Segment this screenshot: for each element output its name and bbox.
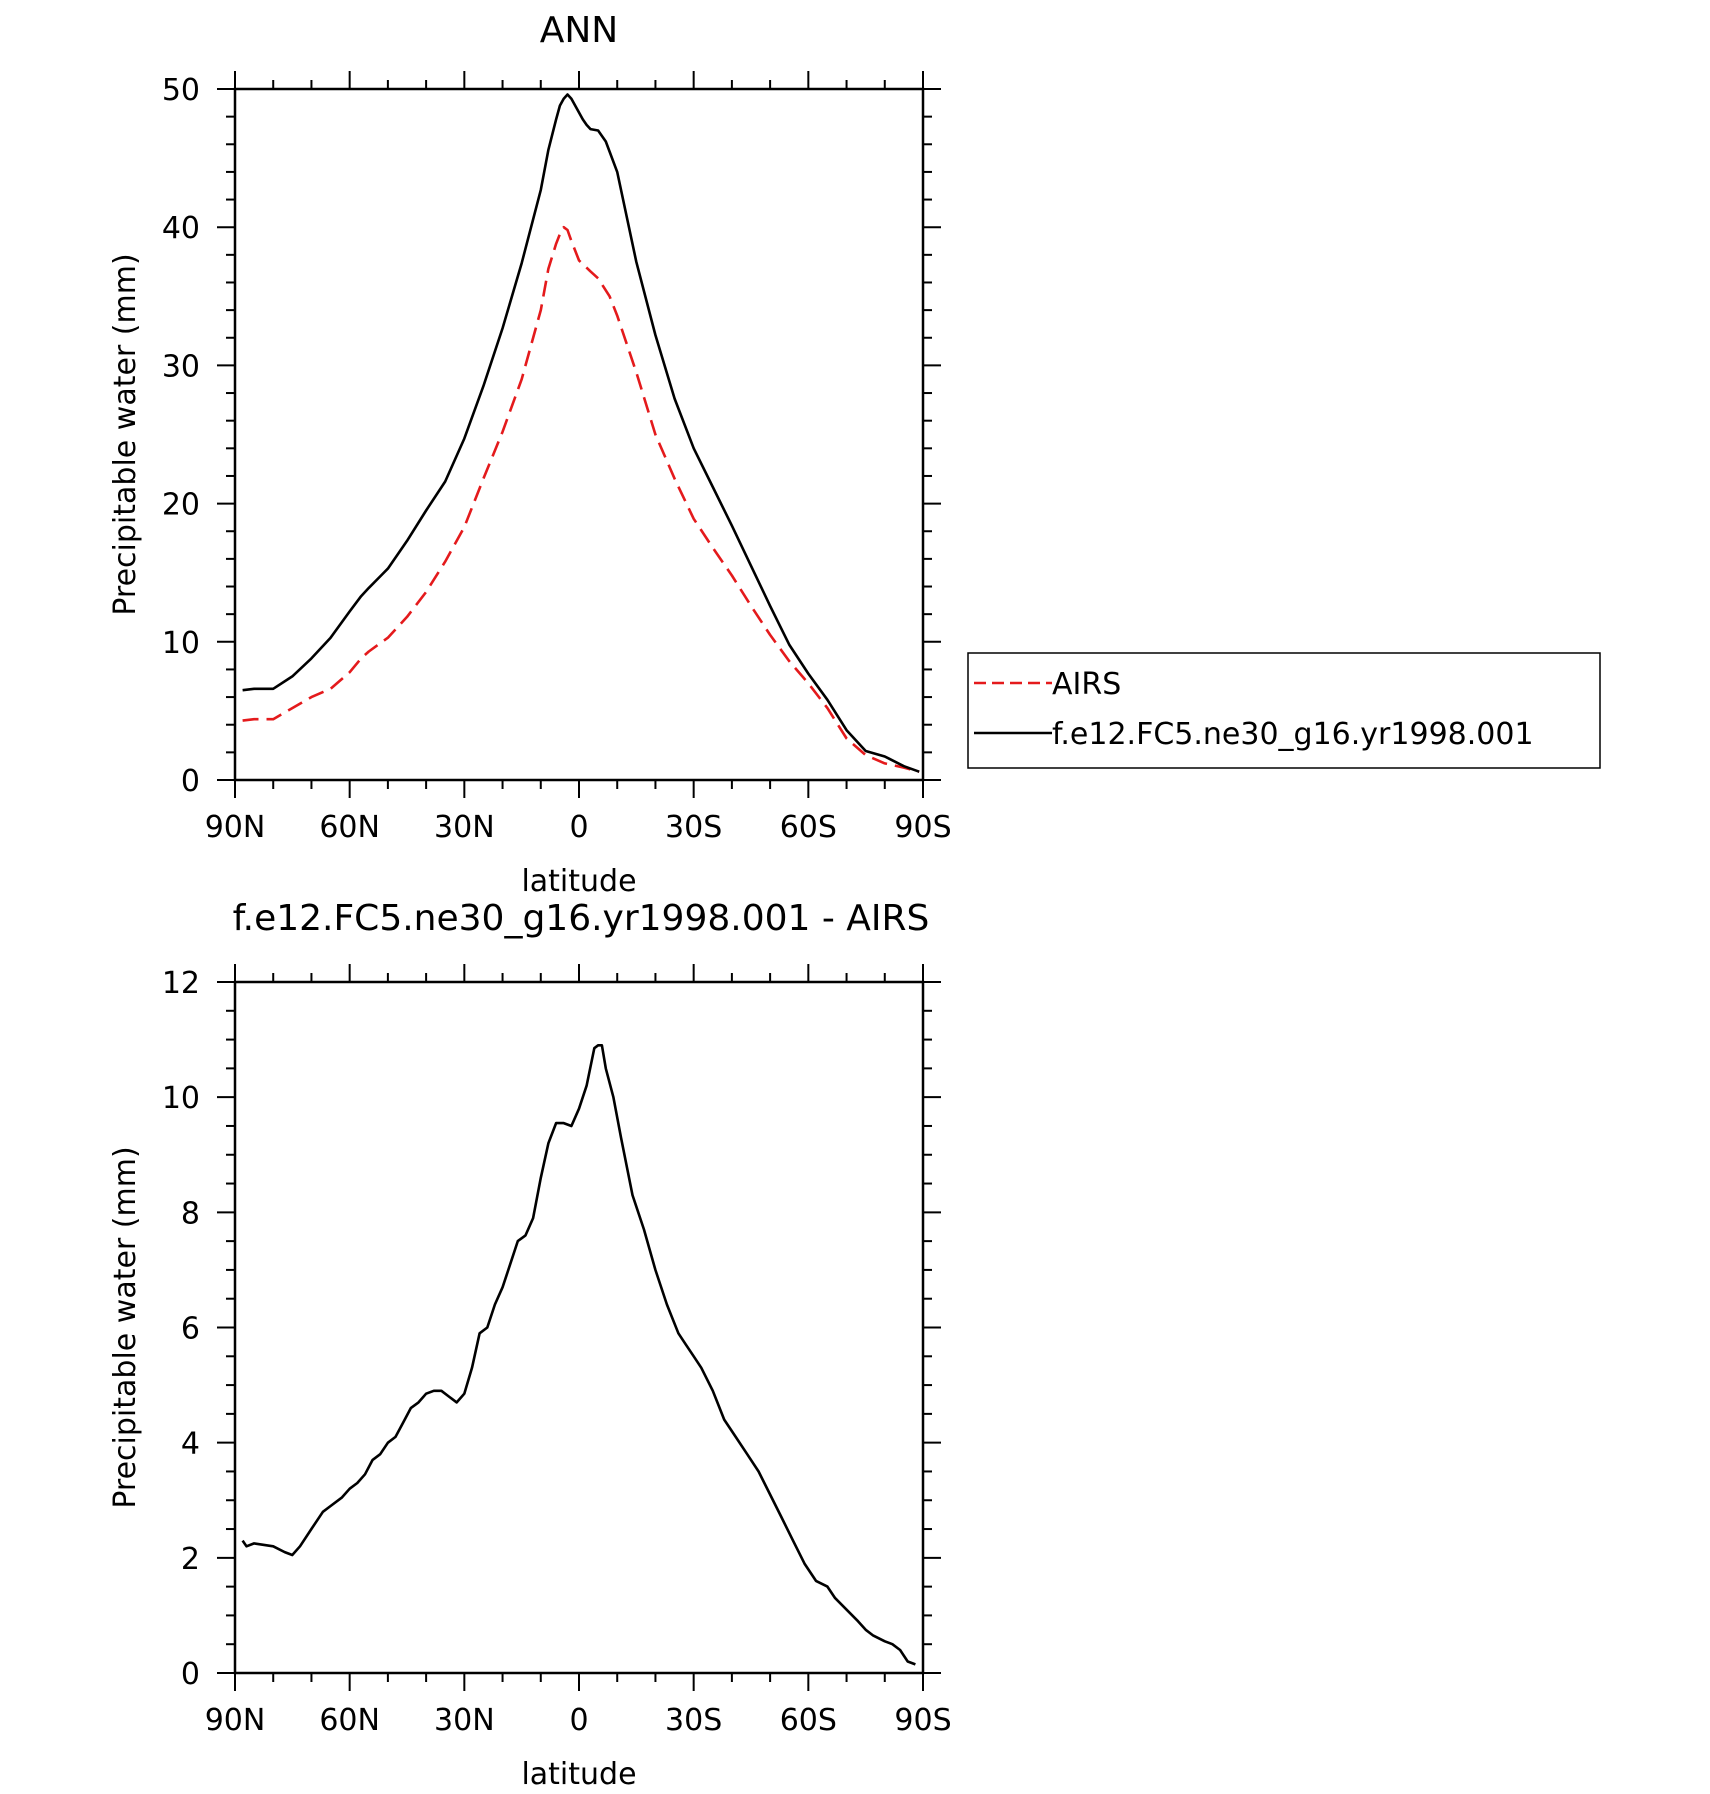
y-tick-label: 12	[162, 966, 200, 1001]
plot-frame	[233, 87, 925, 782]
series-line-model	[241, 1044, 916, 1666]
legend-label: f.e12.FC5.ne30_g16.yr1998.001	[1052, 717, 1534, 752]
series-line-airs	[242, 225, 920, 773]
y-tick-label: 20	[162, 488, 200, 523]
y-tick-label: 0	[181, 1657, 200, 1692]
y-tick-label: 10	[162, 626, 200, 661]
chart-title: f.e12.FC5.ne30_g16.yr1998.001 - AIRS	[233, 898, 930, 939]
x-tick-label: 90S	[894, 810, 951, 845]
y-tick-label: 6	[181, 1312, 200, 1347]
y-tick-label: 0	[181, 764, 200, 799]
y-tick-label: 40	[162, 211, 200, 246]
legend-label: AIRS	[1052, 667, 1121, 702]
top-chart-annual-mean: ANN 0 10 20 30 40 50 90N 60N 30N 0 30S 60S 90S latitud…	[108, 10, 1601, 899]
y-tick-label: 10	[162, 1081, 200, 1116]
x-tick-label: 90S	[894, 1703, 951, 1738]
series-line-model	[242, 93, 920, 773]
y-tick-label: 2	[181, 1542, 200, 1577]
x-tick-label: 30N	[434, 1703, 495, 1738]
bottom-chart-difference: f.e12.FC5.ne30_g16.yr1998.001 - AIRS 0 2 4 6…	[108, 898, 952, 1792]
x-tick-label: 0	[569, 1703, 588, 1738]
y-tick-label: 4	[181, 1427, 200, 1462]
x-tick-label: 60N	[319, 1703, 380, 1738]
x-tick-label: 60S	[780, 1703, 837, 1738]
y-tick-label: 30	[162, 349, 200, 384]
chart-title: ANN	[540, 10, 619, 51]
x-tick-label: 30N	[434, 810, 495, 845]
x-tick-label: 30S	[665, 810, 722, 845]
y-tick-label: 50	[162, 73, 200, 108]
plot-frame	[233, 980, 925, 1675]
y-axis-label: Precipitable water (mm)	[108, 253, 143, 615]
x-tick-label: 30S	[665, 1703, 722, 1738]
x-axis-label: latitude	[521, 864, 636, 899]
x-tick-label: 60N	[319, 810, 380, 845]
legend: AIRS f.e12.FC5.ne30_g16.yr1998.001	[967, 652, 1601, 769]
x-axis-label: latitude	[521, 1757, 636, 1792]
y-tick-label: 8	[181, 1196, 200, 1231]
x-tick-label: 60S	[780, 810, 837, 845]
legend-box	[967, 652, 1601, 769]
x-tick-label: 90N	[205, 1703, 266, 1738]
x-tick-label: 90N	[205, 810, 266, 845]
x-tick-label: 0	[569, 810, 588, 845]
y-axis-label: Precipitable water (mm)	[108, 1146, 143, 1508]
